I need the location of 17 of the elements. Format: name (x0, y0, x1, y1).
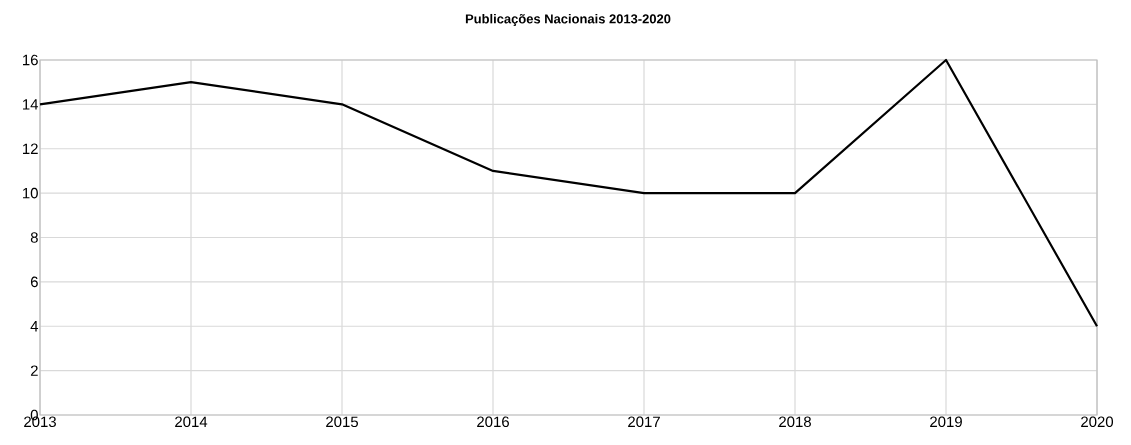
y-tick-label: 16 (23, 54, 38, 66)
x-tick-label: 2015 (326, 416, 358, 428)
chart-title: Publicações Nacionais 2013-2020 (465, 13, 671, 27)
x-tick-label: 2014 (175, 416, 208, 428)
x-tick-label: 2016 (477, 416, 509, 428)
y-tick-label: 8 (30, 232, 38, 243)
y-tick-label: 10 (23, 187, 38, 199)
y-tick-label: 4 (30, 321, 39, 332)
y-tick-label: 12 (23, 143, 38, 154)
y-tick-label: 14 (23, 99, 39, 110)
x-tick-label: 2018 (779, 416, 811, 428)
x-tick-label: 2020 (1081, 416, 1114, 428)
line-series (38, 58, 1099, 328)
y-tick-label: 2 (30, 365, 38, 376)
y-tick-label: 6 (30, 276, 38, 288)
x-tick-label: 2017 (628, 416, 660, 428)
x-tick-label: 2019 (930, 416, 962, 428)
